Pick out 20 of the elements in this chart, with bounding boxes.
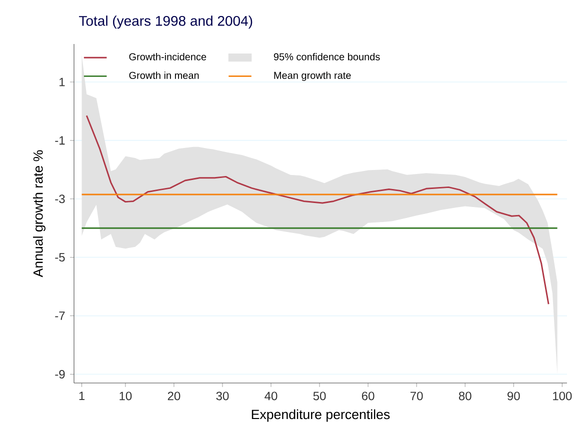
x-tick-label: 30	[216, 392, 229, 400]
x-tick-label: 60	[362, 392, 374, 400]
x-tick-label: 80	[458, 392, 472, 400]
y-axis-title: Annual growth rate %	[33, 150, 46, 278]
x-tick-label: 90	[508, 392, 520, 400]
x-tick-label: 40	[264, 392, 278, 400]
y-tick-label: -3	[55, 194, 65, 204]
x-tick-label: 10	[120, 392, 132, 400]
x-tick-label: 100	[553, 392, 572, 400]
x-tick-label: 50	[313, 392, 326, 400]
x-axis-title: Expenditure percentiles	[252, 409, 390, 422]
x-tick-label: 20	[168, 392, 180, 400]
chart-title: Total (years 1998 and 2004)	[79, 16, 252, 29]
x-tick-label: 70	[410, 392, 423, 400]
y-tick-label: -5	[55, 253, 65, 262]
y-tick-label: 1	[60, 78, 65, 86]
y-tick-label: -7	[55, 312, 65, 320]
x-tick-label: 1	[79, 392, 85, 400]
y-tick-label: -9	[55, 370, 65, 378]
y-tick-label: -1	[55, 136, 65, 145]
